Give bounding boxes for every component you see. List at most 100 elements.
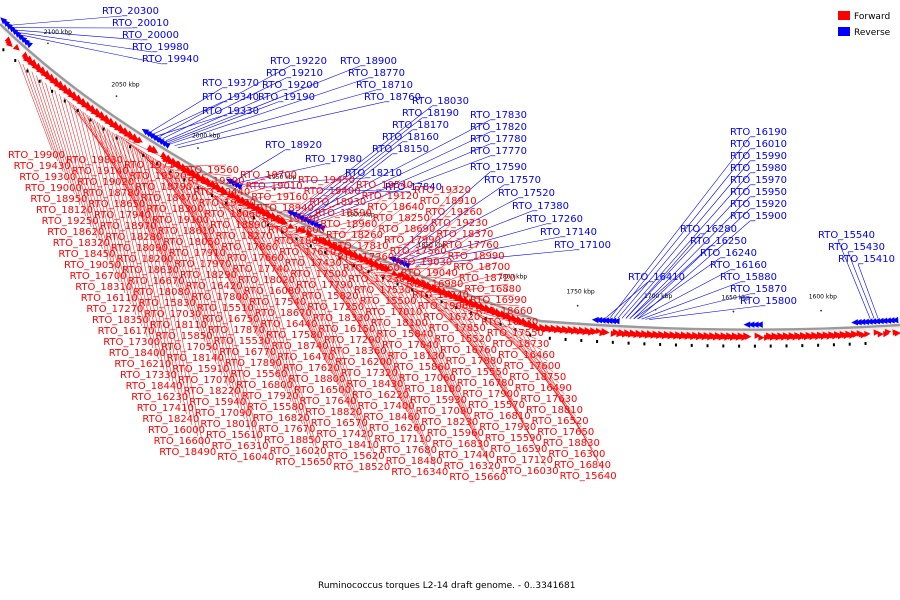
feature-marker	[103, 128, 105, 131]
genome-map: 2100 kbp2050 kbp2000 kbp1950 kbp1900 kbp…	[0, 0, 900, 600]
gene-label: RTO_17850	[429, 323, 486, 334]
gene-label: RTO_17140	[540, 227, 597, 238]
gene-label: RTO_15550	[451, 367, 508, 378]
gene-label: RTO_17910	[169, 248, 226, 259]
gene-label: RTO_18260	[326, 230, 383, 241]
gene-label: RTO_17820	[470, 122, 527, 133]
gene-label: RTO_19020	[77, 177, 134, 188]
gene-label: RTO_18730	[492, 339, 549, 350]
gene-label: RTO_18660	[476, 306, 533, 317]
gene-label: RTO_18040	[274, 236, 331, 247]
gene-label: RTO_18990	[448, 251, 505, 262]
gene-label: RTO_18770	[348, 68, 405, 79]
gene-label: RTO_16000	[148, 425, 205, 436]
gene-label: RTO_16490	[515, 383, 572, 394]
gene-label: RTO_17670	[258, 424, 315, 435]
gene-label: RTO_15970	[730, 175, 787, 186]
gene-label: RTO_15860	[393, 362, 450, 373]
gene-label: RTO_19210	[266, 68, 323, 79]
feature-marker	[849, 343, 851, 346]
forward-gene-arrow	[877, 331, 883, 337]
gene-label: RTO_19940	[142, 54, 199, 65]
gene-label: RTO_17230	[348, 274, 405, 285]
feature-marker	[51, 90, 53, 93]
feature-marker	[580, 339, 582, 342]
gene-label: RTO_18050	[163, 237, 220, 248]
feature-marker	[26, 70, 28, 73]
tick-dot	[197, 147, 199, 149]
gene-label: RTO_15510	[197, 303, 254, 314]
gene-label: RTO_19450	[298, 175, 355, 186]
gene-label: RTO_18490	[159, 447, 216, 458]
gene-label: RTO_17420	[316, 429, 373, 440]
feature-marker	[612, 341, 614, 344]
feature-marker	[596, 340, 598, 343]
gene-label: RTO_19260	[425, 207, 482, 218]
gene-label: RTO_15660	[449, 472, 506, 483]
gene-label: RTO_17680	[380, 445, 437, 456]
gene-label: RTO_15640	[560, 471, 617, 482]
gene-label: RTO_18190	[402, 108, 459, 119]
gene-label: RTO_16080	[244, 286, 301, 297]
gene-label: RTO_17330	[120, 370, 177, 381]
gene-label: RTO_18930	[309, 197, 366, 208]
gene-label: RTO_15990	[730, 151, 787, 162]
gene-label: RTO_18090	[111, 243, 168, 254]
gene-label: RTO_16670	[128, 276, 185, 287]
gene-label: RTO_19250	[42, 216, 99, 227]
gene-label: RTO_15840	[376, 329, 433, 340]
gene-label: RTO_17790	[296, 280, 353, 291]
feature-marker	[628, 342, 630, 345]
gene-label: RTO_19010	[246, 181, 303, 192]
gene-label: RTO_15580	[247, 402, 304, 413]
gene-label: RTO_16200	[335, 357, 392, 368]
gene-label: RTO_19540	[356, 180, 413, 191]
gene-label: RTO_19440	[193, 187, 250, 198]
gene-label: RTO_16260	[369, 423, 426, 434]
gene-label: RTO_16280	[680, 224, 737, 235]
gene-label: RTO_19320	[414, 185, 471, 196]
gene-label: RTO_18160	[382, 132, 439, 143]
gene-label: RTO_18060	[204, 209, 261, 220]
gene-label: RTO_18120	[36, 205, 93, 216]
gene-label: RTO_17550	[487, 328, 544, 339]
gene-label: RTO_16220	[352, 390, 409, 401]
gene-label: RTO_19980	[132, 42, 189, 53]
gene-label: RTO_19060	[418, 301, 475, 312]
gene-label: RTO_16570	[311, 418, 368, 429]
gene-label: RTO_17630	[520, 394, 577, 405]
gene-label: RTO_17060	[399, 373, 456, 384]
gene-label: RTO_18240	[142, 414, 199, 425]
gene-label: RTO_18130	[388, 351, 445, 362]
gene-label: RTO_18310	[75, 282, 132, 293]
tick-label: 2100 kbp	[44, 29, 72, 36]
gene-label: RTO_19710	[124, 160, 181, 171]
gene-label: RTO_17780	[470, 134, 527, 145]
tick-label: 2050 kbp	[111, 81, 139, 88]
gene-label: RTO_16420	[186, 281, 243, 292]
gene-label: RTO_20010	[112, 18, 169, 29]
genome-caption: Ruminococcus torques L2-14 draft genome.…	[318, 581, 575, 591]
gene-label: RTO_16320	[444, 461, 501, 472]
gene-label: RTO_18360	[330, 346, 387, 357]
tick-dot	[577, 305, 579, 307]
gene-label: RTO_17990	[384, 235, 441, 246]
gene-label: RTO_18330	[313, 313, 370, 324]
gene-label: RTO_18590	[315, 208, 372, 219]
gene-label: RTO_15560	[230, 369, 287, 380]
leader-line	[13, 16, 122, 25]
gene-label: RTO_19370	[202, 78, 259, 89]
gene-label: RTO_16750	[202, 314, 259, 325]
gene-label: RTO_18320	[53, 238, 110, 249]
legend-reverse-label: Reverse	[854, 28, 891, 38]
gene-label: RTO_18910	[420, 196, 477, 207]
gene-label: RTO_15980	[730, 163, 787, 174]
gene-label: RTO_16760	[440, 345, 497, 356]
gene-label: RTO_19330	[202, 106, 259, 117]
gene-label: RTO_20300	[102, 6, 159, 17]
gene-label: RTO_18520	[333, 462, 390, 473]
gene-label: RTO_18020	[238, 275, 295, 286]
gene-label: RTO_17040	[382, 340, 439, 351]
gene-label: RTO_18900	[340, 56, 397, 67]
gene-label: RTO_17520	[498, 188, 555, 199]
